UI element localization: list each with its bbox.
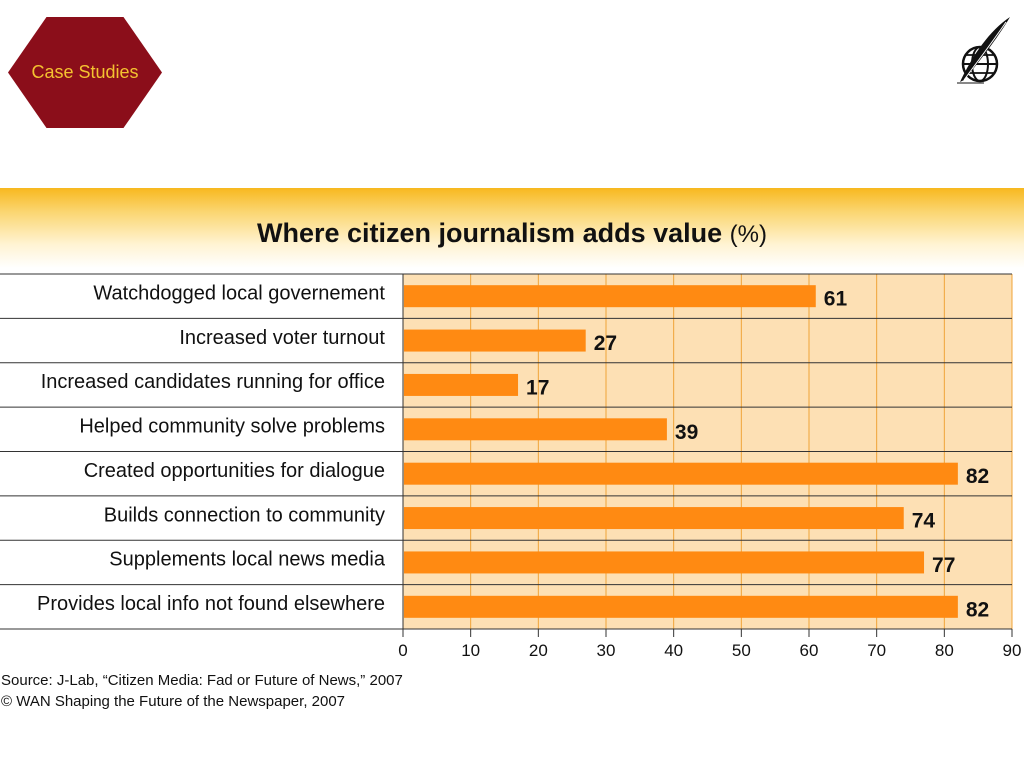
x-tick-label: 20 (529, 641, 548, 660)
category-label: Increased candidates running for office (41, 371, 385, 393)
case-studies-label: Case Studies (31, 62, 139, 82)
category-label: Supplements local news media (109, 549, 386, 571)
category-label: Provides local info not found elsewhere (37, 593, 385, 615)
value-label: 77 (932, 554, 955, 577)
category-label: Watchdogged local governement (93, 282, 385, 304)
chart-title: Where citizen journalism adds value (%) (0, 218, 1024, 249)
value-label: 82 (966, 598, 989, 621)
chart-title-unit: (%) (729, 221, 767, 248)
value-label: 82 (966, 465, 989, 488)
x-tick-label: 60 (800, 641, 819, 660)
chart-title-text: Where citizen journalism adds value (257, 218, 723, 248)
x-tick-label: 80 (935, 641, 954, 660)
x-tick-label: 90 (1003, 641, 1022, 660)
case-studies-badge: Case Studies (8, 17, 162, 128)
bar (404, 418, 667, 441)
value-label: 61 (824, 288, 848, 311)
source-note: Source: J-Lab, “Citizen Media: Fad or Fu… (1, 670, 403, 712)
x-tick-label: 40 (664, 641, 683, 660)
value-label: 74 (912, 510, 936, 533)
bar (404, 373, 519, 396)
bar (404, 285, 816, 308)
x-tick-label: 30 (597, 641, 616, 660)
category-label: Helped community solve problems (79, 416, 385, 438)
value-label: 39 (675, 421, 698, 444)
bar (404, 595, 958, 618)
bar (404, 462, 958, 485)
value-label: 17 (526, 376, 549, 399)
x-tick-label: 70 (867, 641, 886, 660)
category-label: Increased voter turnout (179, 327, 385, 349)
copyright-text: © WAN Shaping the Future of the Newspape… (1, 693, 346, 710)
category-label: Created opportunities for dialogue (84, 460, 385, 482)
bar (404, 551, 925, 574)
x-tick-label: 50 (732, 641, 751, 660)
title-band (0, 188, 1024, 268)
category-label: Builds connection to community (104, 504, 385, 526)
source-text: Source: J-Lab, “Citizen Media: Fad or Fu… (1, 672, 403, 689)
bar (404, 329, 586, 352)
x-tick-label: 10 (461, 641, 480, 660)
bar (404, 507, 904, 530)
globe-quill-icon (957, 17, 1010, 84)
value-label: 27 (594, 332, 617, 355)
x-tick-label: 0 (398, 641, 407, 660)
bar-chart: Watchdogged local governement 61 Increased… (0, 273, 1022, 660)
